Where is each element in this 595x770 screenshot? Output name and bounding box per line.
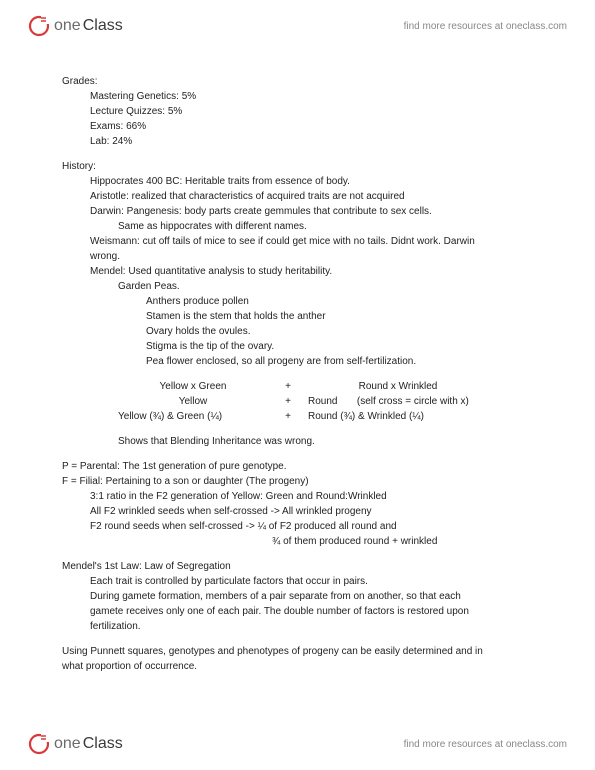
history-line: Hippocrates 400 BC: Heritable traits fro… [90, 174, 547, 189]
document-body: Grades: Mastering Genetics: 5% Lecture Q… [62, 74, 547, 674]
page-header: oneClass find more resources at oneclass… [0, 8, 595, 44]
footer-tagline: find more resources at oneclass.com [404, 737, 567, 752]
law-line: Each trait is controlled by particulate … [90, 574, 547, 589]
cross-left: Yellow x Green [118, 379, 268, 394]
law-line: fertilization. [90, 619, 547, 634]
cross-plus: + [268, 379, 308, 394]
gen-p: P = Parental: The 1st generation of pure… [62, 459, 547, 474]
logo-text-1: one [54, 732, 81, 756]
punnett-line: what proportion of occurrence. [62, 659, 547, 674]
logo-icon [28, 733, 50, 755]
punnett-line: Using Punnett squares, genotypes and phe… [62, 644, 547, 659]
law-line: During gamete formation, members of a pa… [90, 589, 547, 604]
law-line: gamete receives only one of each pair. T… [90, 604, 547, 619]
pea-line: Stamen is the stem that holds the anther [146, 309, 547, 324]
logo-text-1: one [54, 14, 81, 38]
grade-item: Exams: 66% [90, 119, 547, 134]
cross-right: Round x Wrinkled [308, 379, 488, 394]
cross-plus: + [268, 394, 308, 409]
cross-right: Round (self cross = circle with x) [308, 394, 488, 409]
cross-left: Yellow [118, 394, 268, 409]
gen-f: F = Filial: Pertaining to a son or daugh… [62, 474, 547, 489]
brand-logo: oneClass [28, 14, 123, 38]
cross-right: Round (¾) & Wrinkled (¼) [308, 409, 488, 424]
pea-line: Ovary holds the ovules. [146, 324, 547, 339]
cross-row: Yellow (¾) & Green (¼) + Round (¾) & Wri… [118, 409, 547, 424]
grade-item: Lecture Quizzes: 5% [90, 104, 547, 119]
cross-row: Yellow x Green + Round x Wrinkled [118, 379, 547, 394]
grade-item: Lab: 24% [90, 134, 547, 149]
gen-line: F2 round seeds when self-crossed -> ¼ of… [90, 519, 547, 534]
history-line: Garden Peas. [118, 279, 547, 294]
grades-heading: Grades: [62, 74, 547, 89]
blending-line: Shows that Blending Inheritance was wron… [118, 434, 547, 449]
gen-line-last: ¾ of them produced round + wrinkled [272, 534, 547, 549]
page-footer: oneClass find more resources at oneclass… [0, 726, 595, 762]
law-title: Mendel's 1st Law: Law of Segregation [62, 559, 547, 574]
gen-line: All F2 wrinkled seeds when self-crossed … [90, 504, 547, 519]
pea-line: Anthers produce pollen [146, 294, 547, 309]
grade-item: Mastering Genetics: 5% [90, 89, 547, 104]
logo-text-2: Class [83, 14, 123, 38]
brand-logo-footer: oneClass [28, 732, 123, 756]
cross-row: Yellow + Round (self cross = circle with… [118, 394, 547, 409]
cross-left: Yellow (¾) & Green (¼) [118, 409, 268, 424]
logo-icon [28, 15, 50, 37]
history-heading: History: [62, 159, 547, 174]
pea-line: Stigma is the tip of the ovary. [146, 339, 547, 354]
history-line: Same as hippocrates with different names… [118, 219, 547, 234]
history-line: Mendel: Used quantitative analysis to st… [90, 264, 547, 279]
history-line: Weismann: cut off tails of mice to see i… [90, 234, 547, 249]
cross-plus: + [268, 409, 308, 424]
gen-line: 3:1 ratio in the F2 generation of Yellow… [90, 489, 547, 504]
history-line: wrong. [90, 249, 547, 264]
history-line: Darwin: Pangenesis: body parts create ge… [90, 204, 547, 219]
history-line: Aristotle: realized that characteristics… [90, 189, 547, 204]
logo-text-2: Class [83, 732, 123, 756]
header-tagline: find more resources at oneclass.com [404, 19, 567, 34]
pea-line: Pea flower enclosed, so all progeny are … [146, 354, 547, 369]
